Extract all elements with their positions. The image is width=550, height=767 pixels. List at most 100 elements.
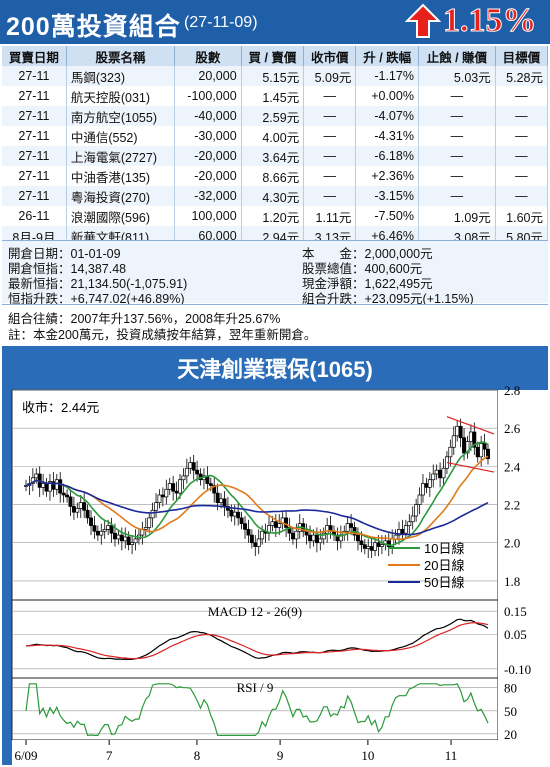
candle-body: [424, 483, 429, 488]
candle-body: [308, 534, 312, 542]
candle-body: [356, 534, 360, 542]
candle-body: [410, 515, 415, 523]
table-cell: -1.17%: [355, 66, 419, 86]
candle-body: [462, 437, 466, 454]
candle-body: [448, 446, 453, 458]
portfolio-title: 200萬投資組合: [6, 13, 181, 41]
x-tick-label: 8: [194, 748, 201, 763]
candle-body: [58, 479, 63, 494]
candle-body: [270, 521, 275, 526]
table-cell: —: [495, 186, 549, 206]
candle-body: [75, 508, 80, 513]
candle-body: [325, 525, 330, 534]
table-cell: -4.31%: [355, 126, 419, 146]
table-cell: —: [418, 186, 496, 206]
table-cell: —: [303, 166, 357, 186]
table-row: 27-11 南方航空(1055) -40,000 2.59元 — -4.07% — —: [2, 106, 549, 126]
table-row: 27-11 中油香港(135) -20,000 8.66元 — +2.36% — —: [2, 166, 549, 186]
moving-average-line: [25, 479, 489, 536]
table-cell: -3.15%: [355, 186, 419, 206]
footer-notes: 組合往績：2007年升137.56%，2008年升25.67% 註：本金200萬…: [2, 304, 548, 342]
table-cell: 5.28元: [495, 66, 549, 86]
candle-body: [85, 509, 90, 519]
table-cell: 27-11: [2, 186, 67, 206]
candle-body: [434, 469, 439, 475]
candle-body: [318, 538, 323, 544]
summary-index-change: 恒指升跌：+6,747.02(+46.89%): [8, 292, 185, 306]
table-cell: 20,000: [174, 66, 242, 86]
table-cell: —: [303, 186, 357, 206]
table-cell: 5.09元: [303, 66, 357, 86]
table-cell: 27-11: [2, 86, 67, 106]
candle-body: [294, 530, 299, 540]
column-header: 買 / 賣價: [241, 46, 305, 66]
table-row: 27-11 航天控股(031) -100,000 1.45元 — +0.00% — —: [2, 86, 549, 106]
macd-label: MACD 12 - 26(9): [208, 604, 302, 619]
x-tick-label: 6/09: [14, 748, 37, 763]
column-header: 止蝕 / 賺價: [418, 46, 496, 66]
column-header: 股數: [174, 46, 242, 66]
candle-body: [147, 517, 152, 528]
table-cell: —: [495, 86, 549, 106]
candle-body: [400, 529, 405, 534]
candle-body: [181, 475, 186, 481]
candle-body: [243, 523, 247, 530]
candle-body: [157, 494, 162, 503]
table-body: 27-11 馬鋼(323) 20,000 5.15元 5.09元 -1.17% 5.03元 5…: [2, 66, 549, 246]
table-row: 27-11 粵海投資(270) -32,000 4.30元 — -3.15% — —: [2, 186, 549, 206]
candle-body: [116, 534, 121, 540]
footer-note: 註：本金200萬元，投資成績按年結算，翌年重新開倉。: [8, 328, 317, 342]
summary-open-index: 開倉恒指：14,387.48: [8, 262, 127, 276]
table-cell: 浪潮國際(596): [66, 206, 176, 226]
table-cell: —: [495, 166, 549, 186]
table-cell: —: [495, 126, 549, 146]
price-tick-label: 2.6: [504, 421, 521, 436]
trend-line: [446, 416, 495, 435]
candle-body: [277, 523, 282, 528]
table-cell: 馬鋼(323): [66, 66, 176, 86]
legend-label: 10日線: [424, 541, 464, 556]
table-cell: 1.20元: [241, 206, 305, 226]
table-cell: 中通信(552): [66, 126, 176, 146]
candle-body: [239, 517, 244, 524]
candle-body: [143, 527, 148, 530]
table-cell: —: [303, 86, 357, 106]
table-cell: +0.00%: [355, 86, 419, 106]
macd-tick-label: 0.05: [504, 627, 527, 642]
candle-body: [345, 523, 350, 532]
candle-body: [99, 530, 104, 536]
candle-body: [256, 538, 261, 547]
trend-line: [446, 461, 495, 473]
table-cell: -20,000: [174, 166, 242, 186]
summary-capital: 本 金：2,000,000元: [302, 247, 433, 261]
table-cell: —: [418, 146, 496, 166]
table-cell: -30,000: [174, 126, 242, 146]
candle-body: [167, 483, 172, 490]
legend-label: 20日線: [424, 558, 464, 573]
column-header: 買賣日期: [2, 46, 67, 66]
candle-body: [222, 498, 227, 507]
table-cell: 1.45元: [241, 86, 305, 106]
summary-latest-index: 最新恒指：21,134.50(-1,075.91): [8, 277, 188, 291]
table-cell: 27-11: [2, 106, 67, 126]
column-header: 目標價: [495, 46, 549, 66]
candle-body: [246, 529, 251, 536]
candle-body: [458, 425, 463, 439]
table-row: 26-11 浪潮國際(596) 100,000 1.20元 1.11元 -7.50% 1.0…: [2, 206, 549, 226]
holdings-table: 買賣日期 股票名稱 股數買 / 賣價 收市價升 / 跌幅 止蝕 / 賺價 目標價 27-1…: [2, 46, 549, 246]
macd-line: [25, 622, 489, 660]
price-tick-label: 2.0: [504, 536, 520, 551]
table-header-row: 買賣日期 股票名稱 股數買 / 賣價 收市價升 / 跌幅 止蝕 / 賺價 目標價: [2, 46, 549, 66]
candle-body: [174, 490, 179, 494]
table-cell: 5.03元: [418, 66, 496, 86]
candle-body: [451, 435, 456, 448]
candle-body: [455, 425, 460, 437]
table-cell: 5.15元: [241, 66, 305, 86]
candle-body: [376, 542, 381, 547]
table-cell: 4.30元: [241, 186, 305, 206]
chart-title: 天津創業環保(1065): [177, 357, 373, 382]
candle-body: [78, 502, 83, 509]
candle-body: [215, 492, 220, 503]
candle-body: [44, 483, 49, 492]
table-cell: 1.09元: [418, 206, 496, 226]
